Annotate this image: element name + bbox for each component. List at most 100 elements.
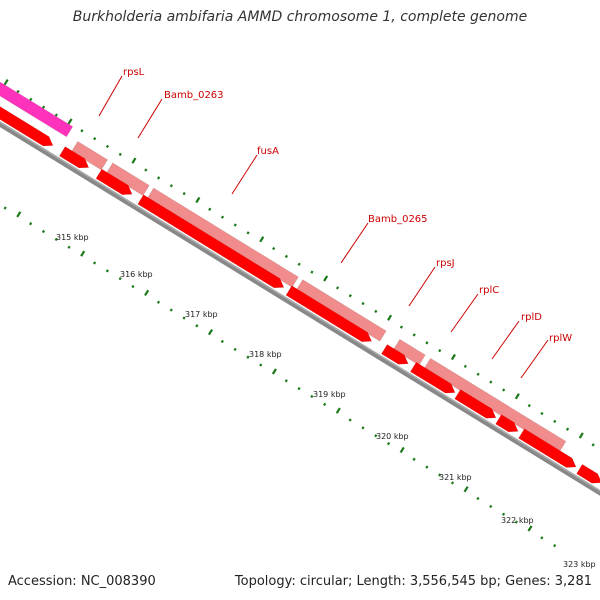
outer-scale-tick-32 bbox=[412, 333, 416, 337]
gene-feature-inner-08[interactable] bbox=[454, 389, 497, 419]
inner-scale-tick-18 bbox=[182, 316, 186, 320]
inner-scale-tick-17 bbox=[169, 308, 173, 312]
inner-scale-tick-4 bbox=[3, 206, 7, 210]
map-title: Burkholderia ambifaria AMMD chromosome 1… bbox=[72, 9, 528, 25]
gene-feature-inner-09[interactable] bbox=[495, 414, 519, 433]
inner-scale-tick-27 bbox=[297, 387, 301, 391]
outer-scale-tick-1 bbox=[16, 89, 20, 94]
tick-label-322kbp: 322 kbp bbox=[501, 516, 534, 525]
gene-feature-inner-06[interactable] bbox=[381, 344, 409, 365]
accession-text: Accession: NC_008390 bbox=[8, 574, 156, 589]
outer-scale-tick-33 bbox=[425, 341, 429, 345]
backbone-layer bbox=[0, 121, 600, 496]
tick-label-316kbp: 316 kbp bbox=[120, 270, 153, 279]
inner-scale-tick-22 bbox=[233, 347, 237, 351]
inner-scale-tick-34 bbox=[386, 441, 391, 446]
inner-scale-tick-12 bbox=[105, 269, 109, 273]
inner-scale-tick-31 bbox=[348, 418, 352, 422]
outer-scale-tick-45 bbox=[578, 432, 584, 439]
outer-scale-tick-27 bbox=[348, 294, 352, 298]
gene-label-rplW[interactable]: rplW bbox=[549, 333, 572, 344]
tick-label-320kbp: 320 kbp bbox=[376, 432, 409, 441]
inner-scale-tick-36 bbox=[412, 457, 416, 461]
tick-label-317kbp: 317 kbp bbox=[185, 310, 218, 319]
outer-scale-tick-5 bbox=[67, 118, 73, 125]
gene-leader-bamb-0263 bbox=[137, 98, 163, 139]
outer-scale-tick-9 bbox=[118, 152, 122, 156]
inner-scale-tick-14 bbox=[131, 284, 135, 289]
gene-feature-unlabeled-outer[interactable] bbox=[0, 81, 74, 138]
tick-label-layer: 315 kbp 316 kbp 317 kbp 318 kbp 319 kbp … bbox=[56, 233, 596, 569]
gene-label-bamb-0265[interactable]: Bamb_0265 bbox=[368, 214, 428, 225]
inner-scale-tick-33 bbox=[374, 434, 378, 438]
gene-label-rpsJ[interactable]: rpsJ bbox=[436, 258, 455, 269]
outer-scale-tick-38 bbox=[489, 380, 493, 384]
inner-scale-tick-23 bbox=[246, 355, 250, 359]
tick-label-323kbp: 323 kbp bbox=[563, 560, 596, 569]
inner-scale-tick-21 bbox=[220, 339, 224, 344]
gene-feature-inner-07[interactable] bbox=[409, 361, 456, 394]
gene-feature-bamb-0265[interactable] bbox=[295, 279, 387, 342]
outer-scale-tick-8 bbox=[105, 144, 110, 149]
inner-scale-tick-11 bbox=[92, 261, 97, 265]
outer-scale-tick-28 bbox=[361, 301, 365, 306]
gene-feature-inner-10[interactable] bbox=[518, 428, 577, 468]
inner-scale-tick-35 bbox=[399, 446, 405, 454]
inner-scale-tick-5 bbox=[16, 211, 22, 218]
gene-feature-inner-05[interactable] bbox=[285, 285, 373, 343]
outer-scale-tick-15 bbox=[195, 196, 201, 204]
inner-scale-tick-25 bbox=[271, 368, 277, 375]
outer-scale-tick-36 bbox=[463, 364, 467, 368]
gene-leader-rpsJ bbox=[408, 266, 436, 307]
inner-scale-tick-7 bbox=[41, 229, 46, 234]
backbone-highlight bbox=[0, 121, 600, 492]
inner-scale-tick-41 bbox=[476, 496, 480, 501]
gene-label-rplC[interactable]: rplC bbox=[479, 285, 499, 296]
gene-feature-fusA[interactable] bbox=[146, 187, 299, 288]
outer-scale-tick-21 bbox=[272, 246, 276, 251]
gene-label-rplD[interactable]: rplD bbox=[521, 312, 542, 323]
gene-feature-inner-04[interactable] bbox=[137, 194, 285, 289]
outer-scale-tick-10 bbox=[131, 157, 137, 164]
gene-label-rpsL[interactable]: rpsL bbox=[123, 67, 145, 78]
inner-scale-tick-39 bbox=[450, 481, 455, 485]
outer-scale-tick-39 bbox=[502, 388, 506, 392]
inner-scale-tick-45 bbox=[527, 525, 533, 532]
gene-feature-inner-11[interactable] bbox=[576, 463, 600, 484]
inner-scale-tick-13 bbox=[118, 277, 122, 281]
outer-scale-tick-22 bbox=[284, 254, 289, 259]
gene-feature-inner-01[interactable] bbox=[0, 100, 54, 147]
outer-scale-tick-3 bbox=[41, 105, 46, 109]
inner-scale-tick-38 bbox=[438, 473, 442, 477]
outer-scale-tick-13 bbox=[169, 184, 173, 188]
gene-label-fusA[interactable]: fusA bbox=[257, 146, 279, 157]
outer-scale-tick-0 bbox=[3, 79, 9, 86]
outer-scale-tick-2 bbox=[29, 97, 33, 102]
outer-scale-tick-35 bbox=[450, 353, 456, 361]
outer-scale-tick-16 bbox=[208, 207, 212, 211]
label-layer: rpsL Bamb_0263 fusA Bamb_0265 rpsJ rplC … bbox=[98, 67, 572, 379]
outer-scale-tick-34 bbox=[438, 349, 442, 353]
outer-scale-tick-26 bbox=[335, 286, 340, 290]
outer-scale-tick-18 bbox=[233, 223, 237, 227]
inner-scale-tick-19 bbox=[195, 324, 199, 328]
gene-feature-inner-02[interactable] bbox=[58, 146, 90, 169]
inner-scale-tick-42 bbox=[489, 504, 493, 509]
gene-leader-bamb-0265 bbox=[340, 222, 369, 264]
gene-feature-rpsL[interactable] bbox=[71, 140, 109, 171]
outer-scale-tick-14 bbox=[182, 191, 186, 196]
inner-scale-tick-43 bbox=[501, 512, 506, 516]
inner-scale-tick-40 bbox=[463, 486, 469, 493]
inner-scale-tick-20 bbox=[207, 329, 214, 336]
inner-scale-tick-32 bbox=[361, 426, 365, 430]
gene-leader-rplC bbox=[450, 293, 479, 333]
gene-feature-inner-03[interactable] bbox=[95, 168, 133, 196]
inner-scale-tick-9 bbox=[67, 245, 71, 249]
gene-label-bamb-0263[interactable]: Bamb_0263 bbox=[164, 90, 224, 101]
gene-feature-rplC[interactable] bbox=[423, 357, 567, 453]
outer-scale-tick-46 bbox=[591, 443, 595, 447]
inner-scale-tick-44 bbox=[514, 520, 518, 524]
outer-scale-tick-12 bbox=[156, 176, 161, 180]
outer-scale-tick-25 bbox=[323, 275, 329, 282]
